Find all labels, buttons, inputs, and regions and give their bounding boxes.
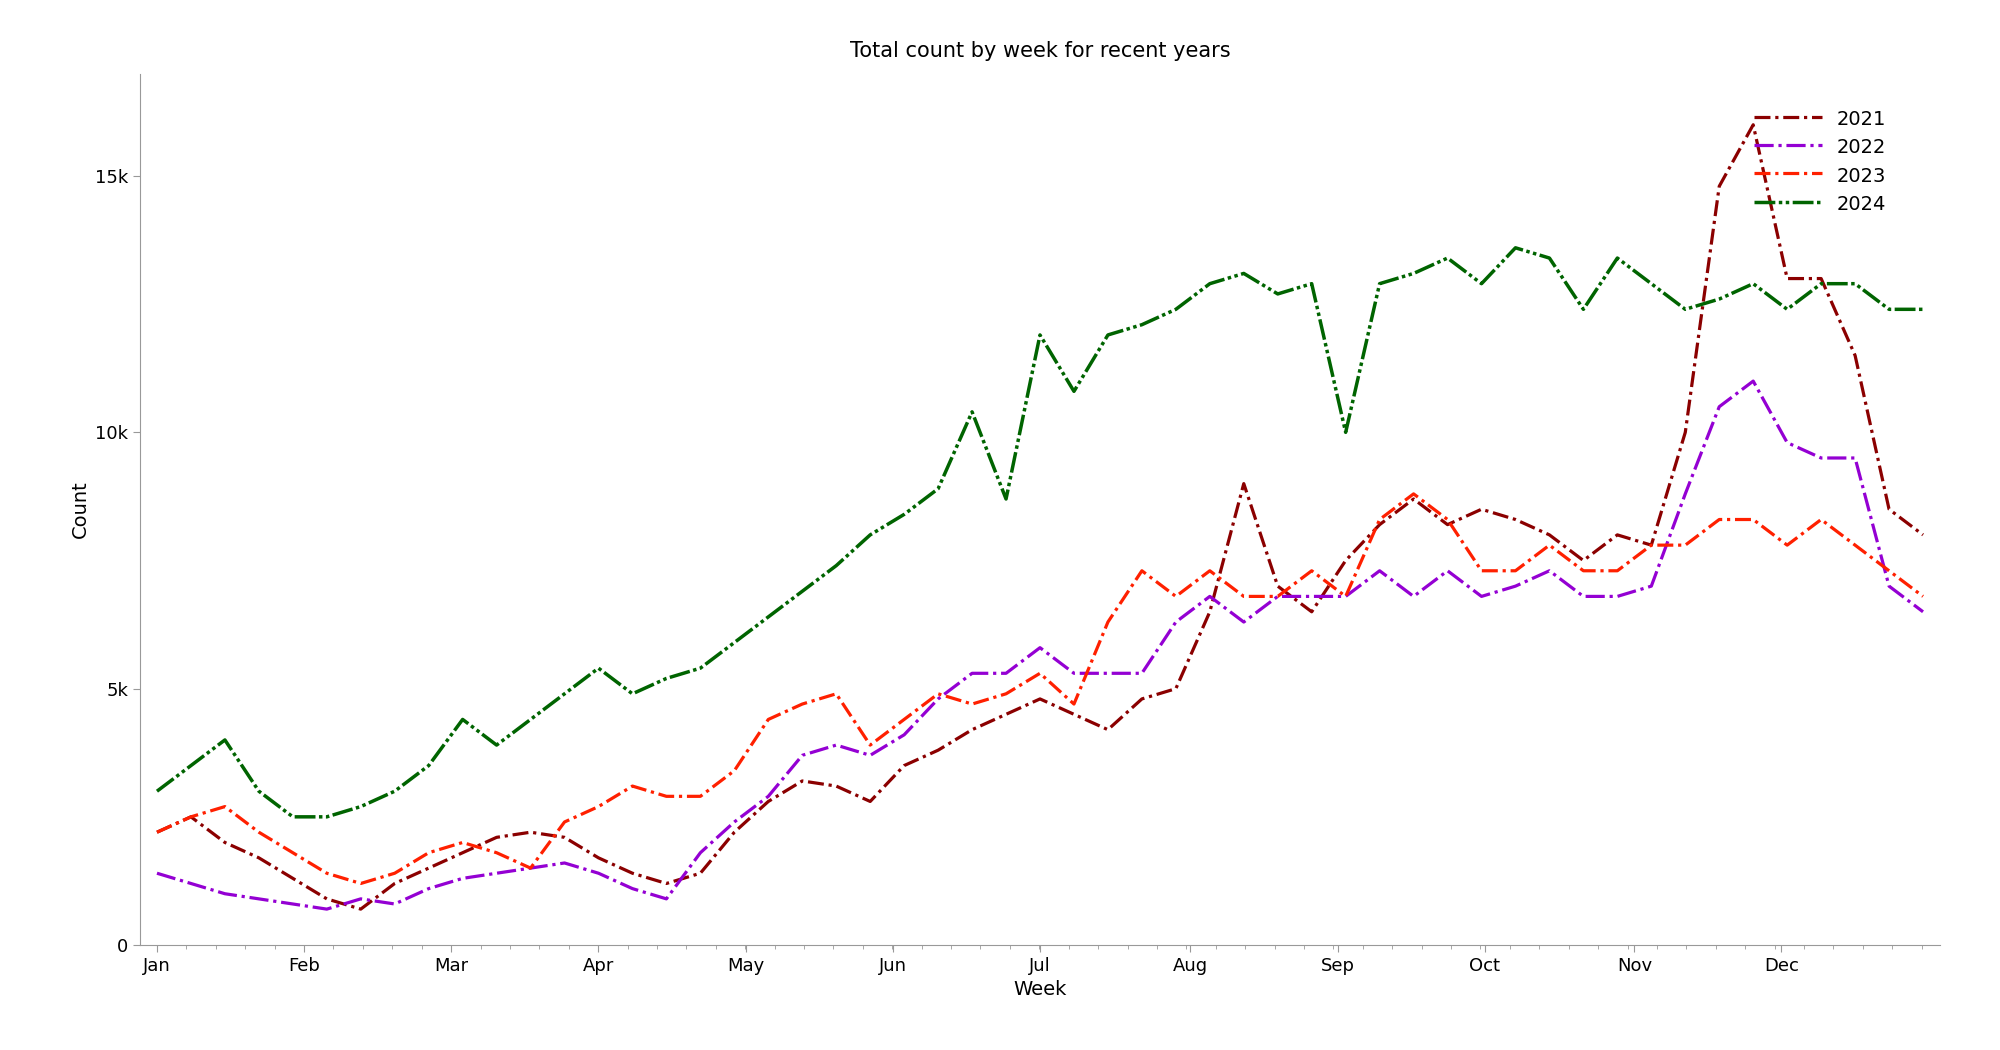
Line: 2023: 2023 <box>156 494 1924 883</box>
2023 <box>1912 590 1936 603</box>
2023 <box>1300 565 1324 578</box>
2021 <box>1742 119 1766 131</box>
2023 <box>1334 590 1358 603</box>
2021 <box>1912 528 1936 541</box>
2021 <box>654 877 678 889</box>
2023 <box>654 790 678 802</box>
2024 <box>280 811 304 823</box>
2024 <box>1334 426 1358 439</box>
2023 <box>348 877 372 889</box>
2021 <box>1198 606 1222 618</box>
2023 <box>1402 487 1426 500</box>
2021 <box>348 903 372 916</box>
2023 <box>1572 565 1596 578</box>
2022 <box>654 892 678 905</box>
X-axis label: Week: Week <box>1014 981 1066 1000</box>
Line: 2024: 2024 <box>156 248 1924 817</box>
2024 <box>654 672 678 685</box>
2023 <box>1198 565 1222 578</box>
2022 <box>1334 590 1358 603</box>
2022 <box>1300 590 1324 603</box>
2022 <box>1912 606 1936 618</box>
2024 <box>1232 267 1256 279</box>
Title: Total count by week for recent years: Total count by week for recent years <box>850 41 1230 61</box>
2021 <box>144 826 168 839</box>
Line: 2022: 2022 <box>156 381 1924 909</box>
2022 <box>1198 590 1222 603</box>
Legend: 2021, 2022, 2023, 2024: 2021, 2022, 2023, 2024 <box>1746 101 1894 222</box>
2022 <box>1232 615 1256 628</box>
2021 <box>1232 478 1256 490</box>
2024 <box>144 785 168 798</box>
2022 <box>1538 565 1562 578</box>
2024 <box>1572 303 1596 316</box>
2024 <box>1504 242 1528 254</box>
2023 <box>144 826 168 839</box>
Line: 2021: 2021 <box>156 125 1924 909</box>
2022 <box>1742 375 1766 387</box>
2024 <box>1198 277 1222 290</box>
2021 <box>1538 528 1562 541</box>
2024 <box>1912 303 1936 316</box>
2024 <box>1300 277 1324 290</box>
2023 <box>1232 590 1256 603</box>
2021 <box>1334 554 1358 567</box>
Y-axis label: Count: Count <box>70 481 90 538</box>
2021 <box>1300 606 1324 618</box>
2022 <box>144 867 168 880</box>
2022 <box>314 903 338 916</box>
